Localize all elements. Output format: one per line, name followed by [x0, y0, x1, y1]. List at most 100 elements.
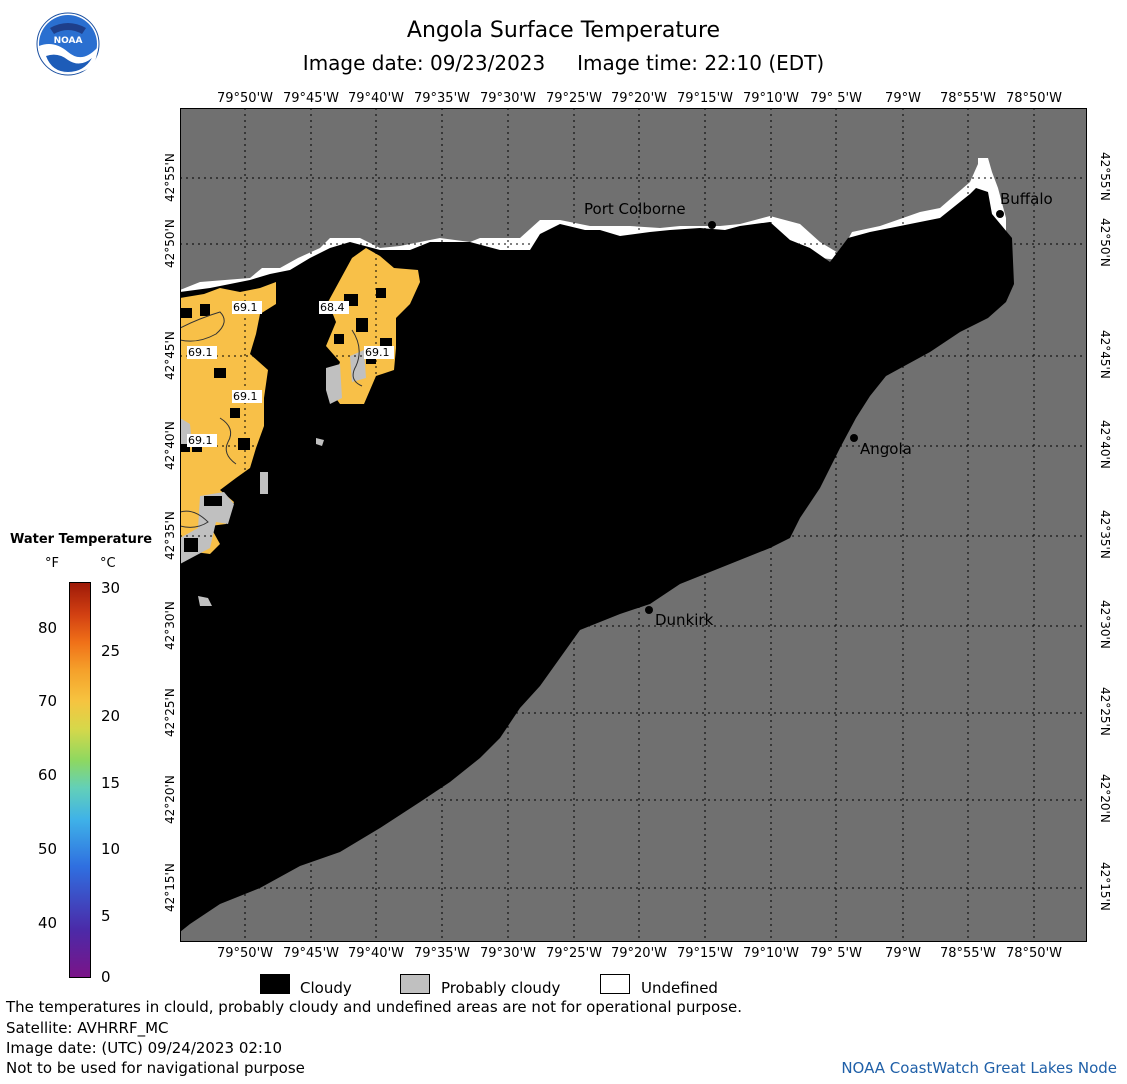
port-colborne-marker	[708, 221, 716, 229]
celsius-tick: 10	[101, 840, 121, 858]
longitude-tick-top: 79°20'W	[610, 91, 668, 106]
image-time: Image time: 22:10 (EDT)	[577, 51, 825, 75]
latitude-tick-left: 42°55'N	[163, 153, 177, 202]
key-swatch-undefined	[600, 974, 630, 994]
image-date: Image date: 09/23/2023	[302, 51, 546, 75]
longitude-tick-bottom: 79°45'W	[282, 946, 340, 961]
fahrenheit-tick: 70	[38, 692, 58, 710]
longitude-tick-top: 78°50'W	[1005, 91, 1063, 106]
unit-fahrenheit: °F	[45, 556, 59, 571]
logo-text: NOAA	[54, 36, 83, 46]
longitude-tick-bottom: 79°15'W	[676, 946, 734, 961]
latitude-tick-right: 42°25'N	[1098, 687, 1112, 736]
isotherm-label-bg	[364, 346, 394, 359]
angola-marker	[850, 434, 858, 442]
celsius-tick: 15	[101, 774, 121, 792]
celsius-tick: 30	[101, 579, 121, 597]
cloudy-water	[180, 188, 1014, 932]
longitude-tick-bottom: 79°25'W	[545, 946, 603, 961]
key-label-probably-cloudy: Probably cloudy	[441, 979, 561, 997]
place-dunkirk: Dunkirk	[655, 611, 714, 629]
footer-disclaimer: The temperatures in clould, probably clo…	[6, 998, 743, 1016]
image-datetime: Image date: 09/23/2023 Image time: 22:10…	[0, 51, 1127, 75]
footer-utc-date: Image date: (UTC) 09/24/2023 02:10	[6, 1039, 283, 1057]
celsius-tick: 20	[101, 707, 121, 725]
footer-navigation: Not to be used for navigational purpose	[6, 1059, 305, 1077]
longitude-tick-top: 79° 5'W	[810, 91, 862, 106]
longitude-tick-bottom: 78°50'W	[1005, 946, 1063, 961]
longitude-tick-top: 79°15'W	[676, 91, 734, 106]
fahrenheit-tick: 80	[38, 619, 58, 637]
temperature-map: 69.1 68.4 69.1 69.1 69.1 69.1	[180, 108, 1087, 942]
isotherm-label-bg	[232, 390, 262, 403]
fahrenheit-tick: 40	[38, 914, 58, 932]
noaa-logo: NOAA	[36, 12, 100, 76]
longitude-tick-top: 79°W	[885, 91, 921, 106]
latitude-tick-right: 42°45'N	[1098, 330, 1112, 379]
page-title: Angola Surface Temperature	[406, 18, 721, 43]
longitude-tick-bottom: 79°W	[885, 946, 921, 961]
longitude-tick-top: 78°55'W	[939, 91, 997, 106]
key-swatch-probably-cloudy	[400, 974, 430, 994]
latitude-tick-left: 42°35'N	[163, 511, 177, 560]
fahrenheit-tick: 50	[38, 840, 58, 858]
isotherm-label: 69.1	[188, 434, 213, 447]
latitude-tick-left: 42°45'N	[163, 331, 177, 380]
latitude-tick-left: 42°30'N	[163, 601, 177, 650]
legend-title: Water Temperature	[10, 532, 153, 547]
isotherm-contours	[180, 311, 363, 528]
footer-satellite: Satellite: AVHRRF_MC	[6, 1019, 169, 1037]
longitude-tick-bottom: 79°50'W	[216, 946, 274, 961]
longitude-tick-top: 79°30'W	[479, 91, 537, 106]
latitude-tick-left: 42°40'N	[163, 421, 177, 470]
latitude-tick-left: 42°50'N	[163, 219, 177, 268]
graticule-grid	[180, 108, 1087, 942]
fahrenheit-tick: 60	[38, 766, 58, 784]
latitude-tick-right: 42°40'N	[1098, 420, 1112, 469]
isotherm-label-bg	[187, 346, 217, 359]
longitude-tick-bottom: 79° 5'W	[810, 946, 862, 961]
latitude-tick-left: 42°15'N	[163, 863, 177, 912]
longitude-tick-bottom: 79°40'W	[347, 946, 405, 961]
latitude-tick-right: 42°55'N	[1098, 152, 1112, 201]
latitude-tick-right: 42°35'N	[1098, 510, 1112, 559]
temperature-colorbar	[69, 582, 91, 978]
latitude-tick-right: 42°30'N	[1098, 600, 1112, 649]
isotherm-label: 69.1	[188, 346, 213, 359]
isotherm-label-bg	[187, 434, 217, 447]
celsius-tick: 25	[101, 642, 121, 660]
buffalo-marker	[996, 210, 1004, 218]
celsius-tick: 0	[101, 968, 111, 986]
latitude-tick-right: 42°50'N	[1098, 218, 1112, 267]
longitude-tick-bottom: 79°35'W	[413, 946, 471, 961]
longitude-tick-top: 79°50'W	[216, 91, 274, 106]
isotherm-labels: 69.1 68.4 69.1 69.1 69.1 69.1	[187, 301, 394, 447]
longitude-tick-top: 79°25'W	[545, 91, 603, 106]
longitude-tick-top: 79°10'W	[742, 91, 800, 106]
latitude-tick-left: 42°20'N	[163, 775, 177, 824]
longitude-tick-bottom: 78°55'W	[939, 946, 997, 961]
place-markers	[645, 210, 1004, 614]
isotherm-label: 69.1	[233, 301, 258, 314]
isotherm-label: 69.1	[233, 390, 258, 403]
key-label-undefined: Undefined	[641, 979, 718, 997]
longitude-tick-top: 79°45'W	[282, 91, 340, 106]
longitude-tick-bottom: 79°10'W	[742, 946, 800, 961]
isotherm-label: 69.1	[365, 346, 390, 359]
place-port-colborne: Port Colborne	[584, 200, 686, 218]
isotherm-label-bg	[319, 301, 349, 314]
isotherm-label: 68.4	[320, 301, 345, 314]
latitude-tick-left: 42°25'N	[163, 688, 177, 737]
isotherm-label-bg	[232, 301, 262, 314]
latitude-tick-right: 42°15'N	[1098, 862, 1112, 911]
key-swatch-cloudy	[260, 974, 290, 994]
longitude-tick-top: 79°40'W	[347, 91, 405, 106]
map-border	[180, 108, 1087, 942]
latitude-tick-right: 42°20'N	[1098, 774, 1112, 823]
longitude-tick-bottom: 79°30'W	[479, 946, 537, 961]
longitude-tick-top: 79°35'W	[413, 91, 471, 106]
unit-celsius: °C	[100, 556, 116, 571]
place-angola: Angola	[860, 440, 912, 458]
warm-water-patch-central	[326, 248, 420, 404]
longitude-tick-bottom: 79°20'W	[610, 946, 668, 961]
